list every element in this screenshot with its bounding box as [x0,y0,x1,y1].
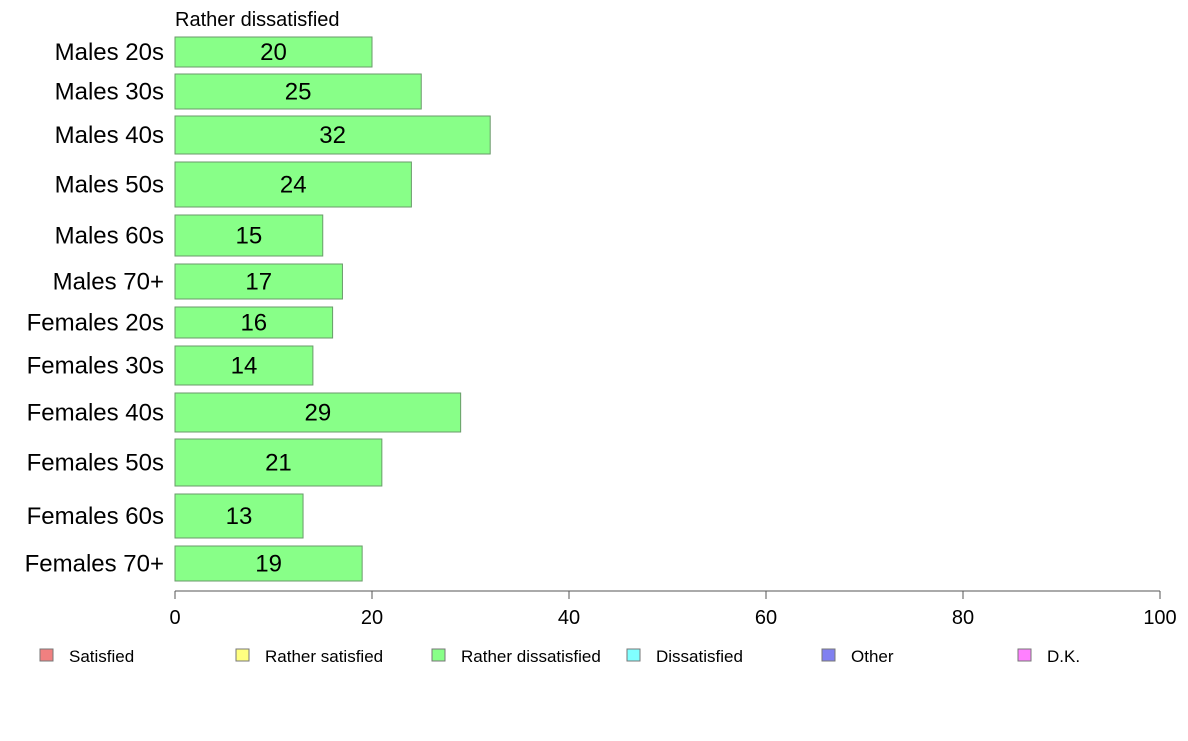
legend-item: Dissatisfied [626,647,743,666]
bar-group: Females 60s 13 [27,493,304,539]
category-label: Females 30s [27,353,164,380]
legend: Satisfied Rather satisfied Rather dissatis… [39,647,1080,666]
bar [174,36,373,68]
category-label: Females 20s [27,310,164,337]
bar [174,345,314,386]
legend-label: Dissatisfied [656,647,743,666]
legend-label: Other [851,647,894,666]
category-label: Males 30s [55,79,164,106]
bar-value-label: 32 [319,122,346,149]
legend-label: Satisfied [69,647,134,666]
category-label: Males 20s [55,39,164,66]
bar-group: Females 30s 14 [27,345,314,386]
legend-label: Rather dissatisfied [461,647,601,666]
category-label: Males 50s [55,172,164,199]
bar-value-label: 16 [240,310,267,337]
legend-swatch [821,648,836,662]
x-tick-label: 80 [952,607,974,629]
x-axis: 0 20 40 60 80 100 [169,590,1177,629]
bar [174,161,412,208]
category-label: Females 70+ [25,551,164,578]
bar-value-label: 17 [245,269,272,296]
bar [174,263,343,300]
bar-group: Females 40s 29 [27,392,462,433]
legend-swatch [235,648,250,662]
legend-swatch [39,648,54,662]
bar [174,306,334,339]
legend-item: Other [821,647,894,666]
category-label: Males 70+ [53,269,164,296]
bars-layer: Males 20s 20 Males 30s 25 Males 40s 32 Males 5… [25,36,491,582]
x-tick-label: 60 [755,607,777,629]
bar [174,545,363,582]
legend-item: Rather satisfied [235,647,383,666]
bar [174,392,462,433]
legend-item: Rather dissatisfied [431,647,601,666]
bar-group: Males 20s 20 [55,36,373,68]
bar [174,115,491,155]
chart-title: Rather dissatisfied [175,9,340,31]
bar-group: Males 50s 24 [55,161,412,208]
bar-value-label: 29 [304,400,331,427]
category-label: Males 60s [55,223,164,250]
bar-value-label: 21 [265,450,292,477]
bar [174,438,383,487]
legend-swatch [1017,648,1032,662]
bar-value-label: 19 [255,551,282,578]
bar-group: Males 70+ 17 [53,263,343,300]
category-label: Females 60s [27,503,164,530]
bar-group: Females 70+ 19 [25,545,363,582]
category-label: Females 50s [27,450,164,477]
legend-item: Satisfied [39,647,134,666]
category-label: Females 40s [27,400,164,427]
bar [174,214,324,257]
category-label: Males 40s [55,122,164,149]
bar [174,493,304,539]
x-tick-label: 100 [1143,607,1176,629]
bar-value-label: 20 [260,39,287,66]
legend-swatch [626,648,641,662]
bar-group: Males 40s 32 [55,115,491,155]
legend-label: D.K. [1047,647,1080,666]
bar-group: Females 50s 21 [27,438,383,487]
x-tick-label: 20 [361,607,383,629]
bar-group: Females 20s 16 [27,306,334,339]
x-tick-label: 0 [169,607,180,629]
bar-value-label: 15 [236,223,263,250]
legend-label: Rather satisfied [265,647,383,666]
bar-value-label: 25 [285,79,312,106]
bar-group: Males 60s 15 [55,214,324,257]
bar-value-label: 14 [231,353,258,380]
bar [174,73,422,110]
bar-group: Males 30s 25 [55,73,422,110]
bar-value-label: 24 [280,172,307,199]
legend-item: D.K. [1017,647,1080,666]
bar-value-label: 13 [226,503,253,530]
legend-swatch [431,648,446,662]
x-tick-label: 40 [558,607,580,629]
